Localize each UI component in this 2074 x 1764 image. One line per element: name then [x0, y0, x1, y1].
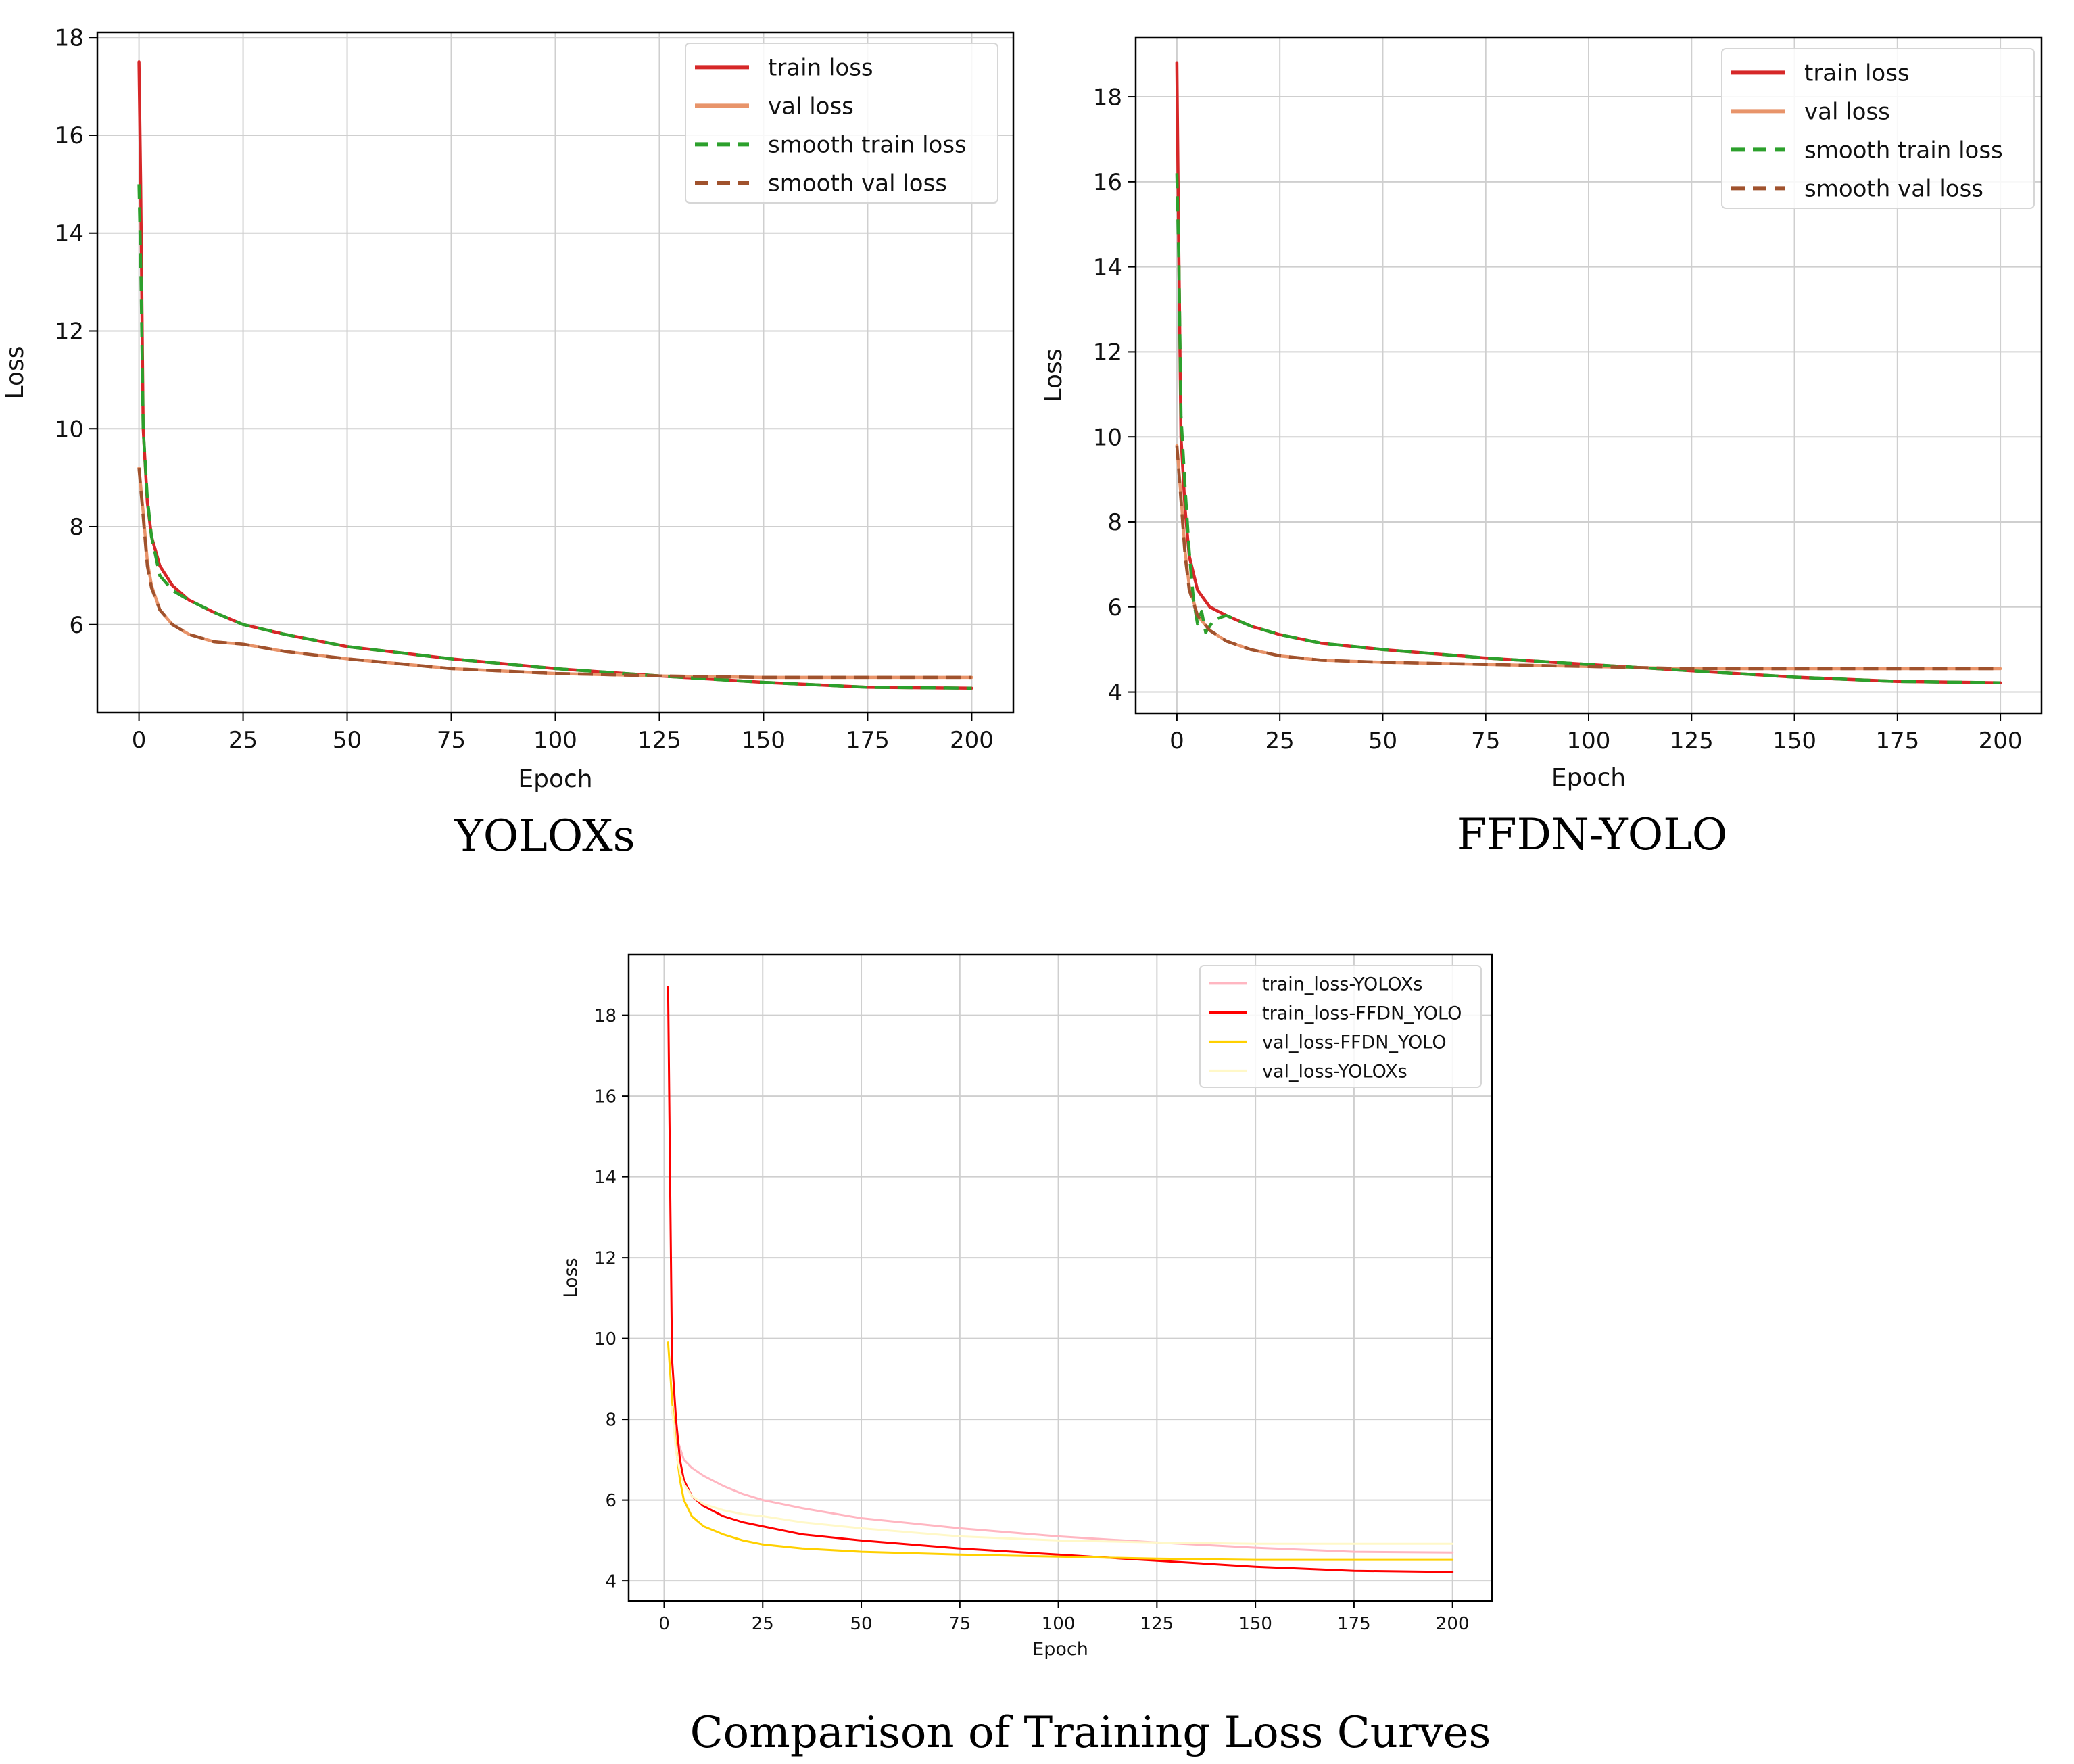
x-tick-label: 25: [228, 727, 258, 754]
y-tick-label: 10: [594, 1329, 617, 1350]
chart-caption: FFDN-YOLO: [1457, 810, 1727, 860]
y-tick-label: 14: [594, 1168, 617, 1188]
y-tick-label: 16: [594, 1087, 617, 1107]
y-tick-label: 10: [55, 416, 84, 443]
legend: train_loss-YOLOXs train_loss-FFDN_YOLOval…: [1199, 965, 1482, 1088]
x-tick-label: 100: [1567, 728, 1611, 755]
y-tick-label: 6: [69, 612, 84, 639]
y-tick-label: 8: [69, 514, 84, 541]
series-line-3: [667, 1341, 1454, 1561]
y-tick-label: 8: [605, 1410, 617, 1430]
x-tick-label: 50: [333, 727, 362, 754]
legend-label-4: smooth val loss: [768, 170, 947, 197]
x-tick-label: 75: [948, 1614, 971, 1634]
chart-1: 0 25 50 75 100 125 150 175 200 6 8 10 12 14 16 18 Epoch L…: [1, 24, 1015, 861]
x-tick-label: 50: [850, 1614, 872, 1634]
x-tick-label: 175: [846, 727, 890, 754]
x-tick-label: 100: [533, 727, 577, 754]
x-tick-label: 150: [742, 727, 786, 754]
y-axis-label: Loss: [560, 1258, 581, 1297]
y-tick-label: 14: [55, 220, 84, 247]
x-tick-label: 125: [1670, 728, 1714, 755]
x-tick-label: 175: [1875, 728, 1919, 755]
series-line-2: [667, 986, 1454, 1573]
x-tick-label: 175: [1337, 1614, 1371, 1634]
x-tick-label: 0: [132, 727, 147, 754]
legend: train loss val loss smooth train loss smoot…: [1721, 48, 2035, 209]
legend-label-1: train_loss-YOLOXs: [1262, 974, 1422, 995]
legend-box: [1721, 48, 2035, 209]
legend-label-2: train_loss-FFDN_YOLO: [1262, 1003, 1462, 1024]
x-tick-label: 200: [1979, 728, 2023, 755]
legend-label-1: train loss: [1804, 60, 1910, 87]
y-tick-label: 12: [594, 1248, 617, 1268]
legend-label-1: train loss: [768, 55, 873, 82]
y-tick-label: 6: [605, 1491, 617, 1511]
chart-3: 0 25 50 75 100 125 150 175 200 4 6 8 10 12 14 16 18 Epoch…: [560, 953, 1493, 1758]
x-tick-label: 100: [1042, 1614, 1076, 1634]
x-tick-label: 200: [1436, 1614, 1470, 1634]
x-tick-label: 75: [437, 727, 466, 754]
x-tick-label: 25: [1265, 728, 1295, 755]
x-axis-label: Epoch: [518, 765, 592, 793]
x-axis-label: Epoch: [1032, 1639, 1088, 1660]
y-tick-label: 4: [1107, 680, 1122, 707]
x-tick-label: 25: [752, 1614, 774, 1634]
y-tick-label: 4: [605, 1571, 617, 1592]
legend-label-2: val loss: [1804, 99, 1890, 126]
chart-caption: Comparison of Training Loss Curves: [690, 1708, 1491, 1758]
series-line-1: [671, 1410, 1454, 1554]
legend-box: [685, 43, 998, 204]
series-line-4: [1175, 445, 2001, 671]
x-tick-label: 125: [637, 727, 681, 754]
legend-label-4: smooth val loss: [1804, 176, 1983, 203]
series-line-4: [671, 1406, 1454, 1545]
series-line-4: [137, 467, 972, 680]
x-tick-label: 150: [1772, 728, 1816, 755]
y-tick-label: 14: [1093, 254, 1122, 281]
y-tick-label: 8: [1107, 509, 1122, 536]
y-tick-label: 12: [1093, 339, 1122, 366]
series-group: [1175, 61, 2002, 684]
y-axis-label: Loss: [1040, 349, 1067, 402]
y-axis-label: Loss: [1, 346, 29, 400]
x-tick-label: 75: [1471, 728, 1500, 755]
x-tick-label: 200: [950, 727, 994, 754]
legend-label-3: smooth train loss: [1804, 137, 2003, 164]
plot-frame: [627, 953, 1493, 1602]
x-tick-label: 0: [658, 1614, 670, 1634]
plot-frame: [1134, 36, 2043, 715]
y-tick-label: 16: [55, 122, 84, 149]
y-tick-label: 12: [55, 318, 84, 345]
y-tick-label: 6: [1107, 594, 1122, 621]
chart-caption: YOLOXs: [454, 811, 635, 861]
legend-label-2: val loss: [768, 93, 854, 120]
y-tick-label: 16: [1093, 169, 1122, 196]
x-tick-label: 125: [1140, 1614, 1174, 1634]
legend-label-3: val_loss-FFDN_YOLO: [1262, 1032, 1447, 1053]
y-tick-label: 18: [1093, 84, 1122, 111]
x-tick-label: 150: [1238, 1614, 1272, 1634]
legend-box: [1199, 965, 1482, 1088]
plot-frame: [96, 31, 1015, 714]
series-group: [667, 986, 1454, 1573]
chart-2: 0 25 50 75 100 125 150 175 200 4 6 8 10 12 14 16 18 Epoch…: [1040, 36, 2043, 860]
legend: train loss val loss smooth train loss smoot…: [685, 43, 998, 204]
y-tick-label: 10: [1093, 424, 1122, 451]
y-tick-label: 18: [594, 1006, 617, 1026]
x-tick-label: 0: [1169, 728, 1184, 755]
x-tick-label: 50: [1368, 728, 1397, 755]
legend-label-4: val_loss-YOLOXs: [1262, 1061, 1407, 1082]
x-axis-label: Epoch: [1551, 764, 1626, 792]
legend-label-3: smooth train loss: [768, 132, 967, 159]
y-tick-label: 18: [55, 24, 84, 51]
series-group: [137, 60, 973, 690]
